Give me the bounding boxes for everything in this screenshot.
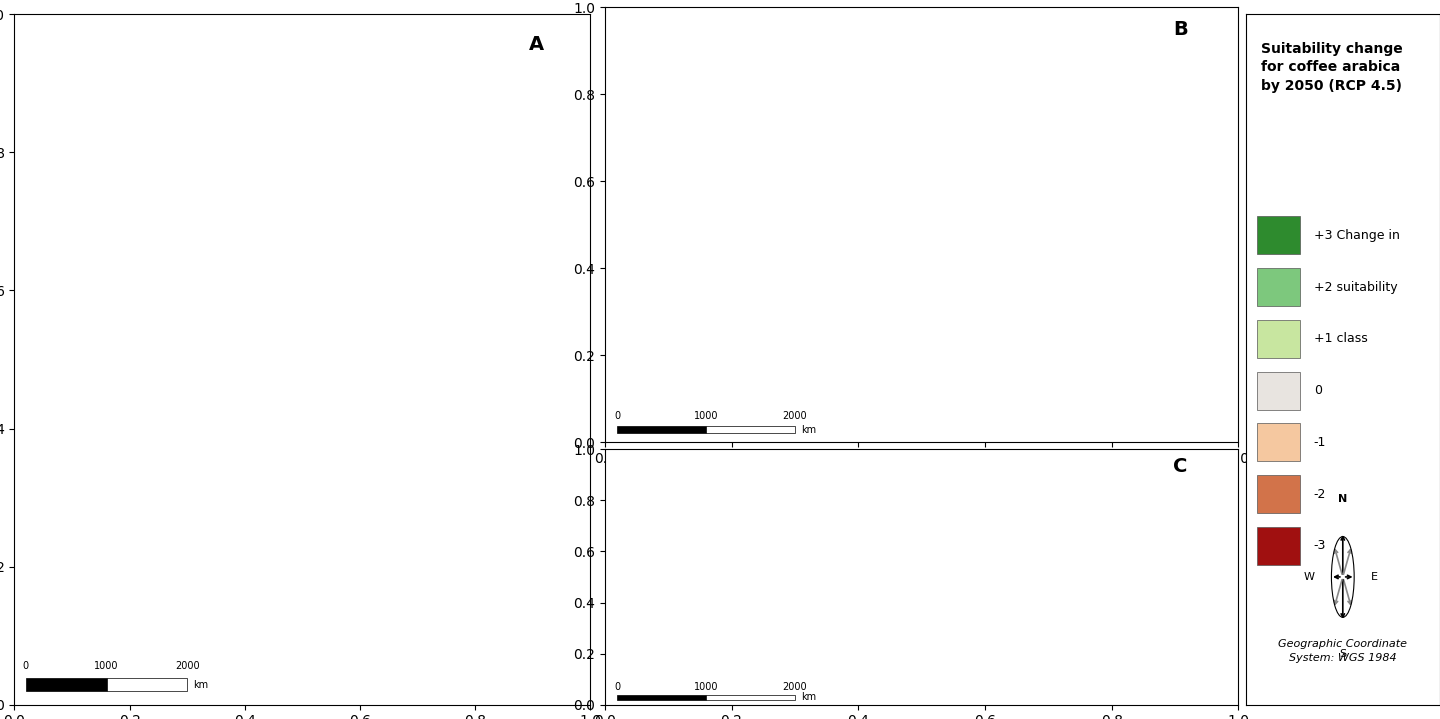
FancyBboxPatch shape	[1257, 423, 1300, 462]
Text: -3: -3	[1313, 539, 1326, 552]
FancyBboxPatch shape	[1257, 216, 1300, 255]
Text: B: B	[1174, 20, 1188, 40]
Text: -2: -2	[1313, 487, 1326, 500]
Text: 0: 0	[23, 661, 29, 672]
Text: 0: 0	[615, 682, 621, 692]
Text: 1000: 1000	[694, 411, 719, 421]
Bar	[618, 426, 706, 434]
Bar	[706, 426, 795, 434]
Text: km: km	[193, 679, 209, 690]
Text: 1000: 1000	[94, 661, 120, 672]
Text: -1: -1	[1313, 436, 1326, 449]
Text: 2000: 2000	[174, 661, 200, 672]
Text: +3 Change in: +3 Change in	[1313, 229, 1400, 242]
Text: km: km	[801, 425, 816, 434]
Text: A: A	[528, 35, 544, 54]
Text: 2000: 2000	[782, 411, 808, 421]
Text: E: E	[1371, 572, 1378, 582]
Text: 2000: 2000	[782, 682, 808, 692]
Text: Suitability change
for coffee arabica
by 2050 (RCP 4.5): Suitability change for coffee arabica by…	[1261, 42, 1403, 93]
Bar	[618, 695, 706, 700]
Text: N: N	[1338, 495, 1348, 505]
Bar	[107, 679, 187, 691]
FancyBboxPatch shape	[1257, 268, 1300, 306]
Bar	[26, 679, 107, 691]
FancyBboxPatch shape	[1257, 372, 1300, 410]
Text: 0: 0	[1313, 384, 1322, 397]
Text: km: km	[801, 692, 816, 702]
Text: 1000: 1000	[694, 682, 719, 692]
Text: +1 class: +1 class	[1313, 332, 1368, 345]
FancyBboxPatch shape	[1257, 527, 1300, 565]
Text: 0: 0	[615, 411, 621, 421]
Text: +2 suitability: +2 suitability	[1313, 280, 1397, 293]
Text: Geographic Coordinate
System: WGS 1984: Geographic Coordinate System: WGS 1984	[1279, 639, 1407, 663]
Text: S: S	[1339, 649, 1346, 659]
FancyBboxPatch shape	[1257, 320, 1300, 358]
Text: W: W	[1303, 572, 1315, 582]
Bar	[706, 695, 795, 700]
Text: C: C	[1174, 457, 1188, 476]
FancyBboxPatch shape	[1257, 475, 1300, 513]
